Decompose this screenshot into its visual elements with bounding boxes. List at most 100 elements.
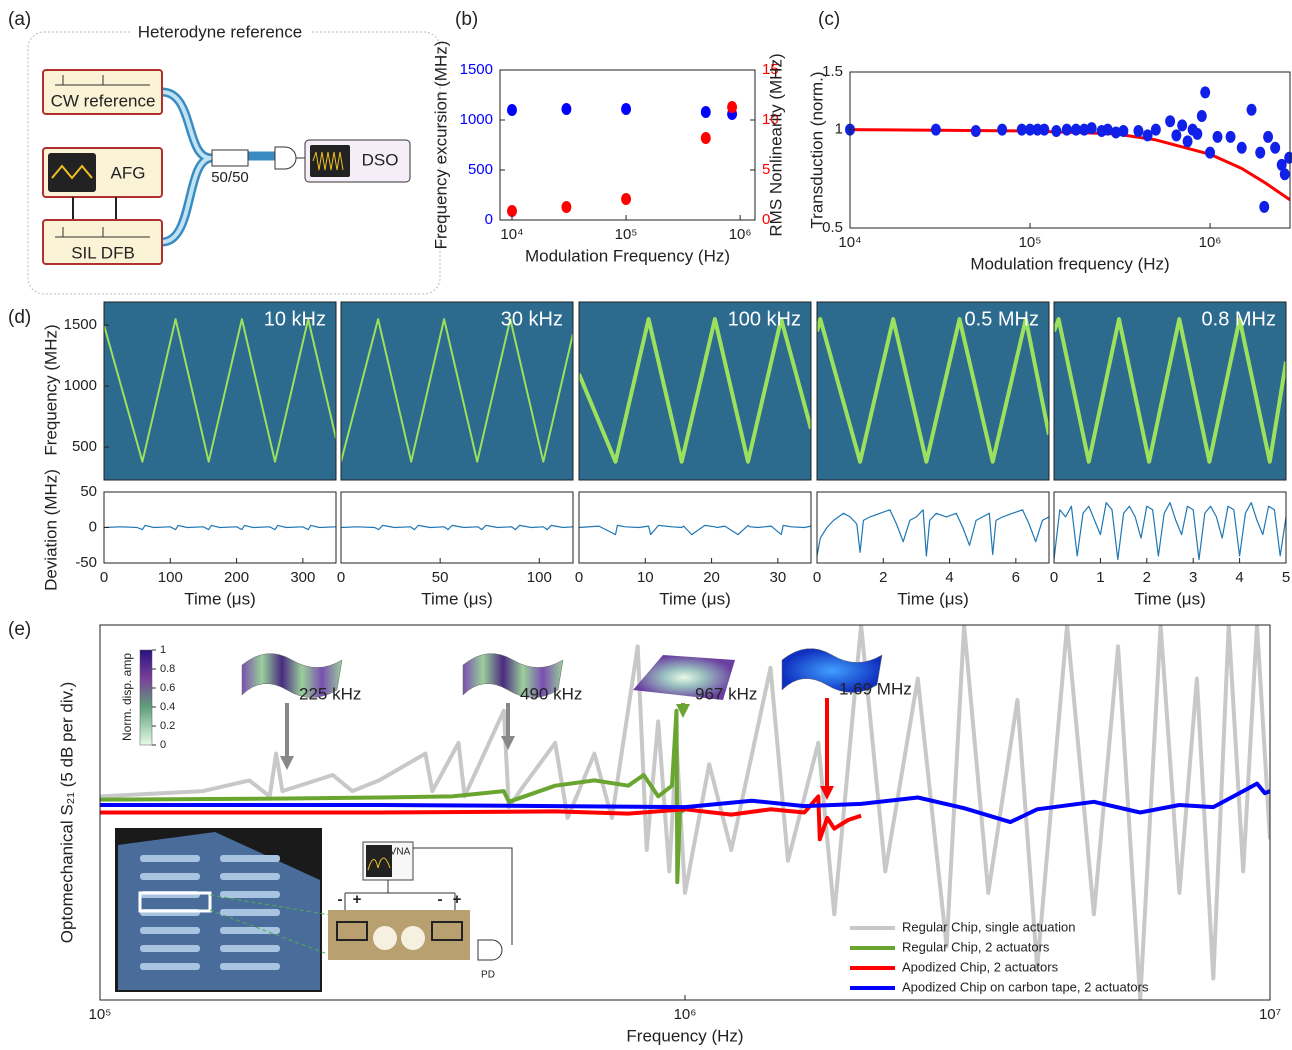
plot-area [1054,503,1286,560]
x-axis-label: Frequency (Hz) [626,1026,743,1045]
plot-area [850,130,1290,200]
y-tick-label: 1000 [460,111,493,128]
point [621,103,631,115]
vna-screen [366,845,392,877]
x-tick-label: 10⁵ [89,1006,112,1023]
y-tick-label: 0 [89,518,97,535]
x-tick-label: 10⁴ [500,226,523,243]
x-tick-label: 10⁵ [1019,234,1042,251]
point [561,201,571,213]
annotation: 0.8 MHz [1202,308,1276,330]
device [220,873,280,880]
x-tick-label: 200 [224,569,249,586]
x-tick-label: 6 [1012,569,1020,586]
device [140,855,200,862]
point [1200,86,1210,98]
detector [275,147,296,169]
x-tick-label: 2 [879,569,887,586]
y-axis-label: Optomechanical S₂₁ (5 dB per div.) [57,682,76,943]
point [1263,131,1273,143]
point [1205,147,1215,159]
x-axis-label: Time (μs) [1134,589,1206,608]
x-tick-label: 1 [1096,569,1104,586]
y-tick-label: 500 [72,438,97,455]
x-tick-label: 10 [637,569,654,586]
colorbar [140,650,152,745]
x-tick-label: 300 [290,569,315,586]
diagram-a: (a) Heterodyne reference CW reference AF… [8,9,440,294]
point [1171,129,1181,141]
chart: 0102030Time (μs) [575,492,811,608]
y-axis-label: Frequency (MHz) [41,324,60,455]
data-line [100,784,1270,823]
inset-label: - [438,891,443,908]
x-tick-label: 0 [100,569,108,586]
y-axis-label: Deviation (MHz) [41,469,60,591]
axes-frame [579,492,811,563]
colorbar-tick-label: 0.8 [160,663,175,675]
point [1237,142,1247,154]
chart: 10 kHz50010001500Frequency (MHz)(d) [8,302,336,480]
x-axis-label: Modulation frequency (Hz) [970,254,1169,273]
plot-area [104,525,336,529]
point [561,103,571,115]
panel-label: (a) [8,9,31,30]
node-label: 50/50 [211,169,249,186]
annotation: 490 kHz [520,684,582,703]
point [507,104,517,116]
point [971,125,981,137]
node-label: CW reference [51,91,156,110]
membrane [373,926,397,950]
legend-label: Apodized Chip on carbon tape, 2 actuator… [902,979,1149,994]
detector [478,940,502,960]
node-label: SIL DFB [71,243,135,262]
point [1247,104,1257,116]
data-line [817,510,1049,556]
point [1051,125,1061,137]
x-tick-label: 100 [158,569,183,586]
panel-label: (d) [8,307,31,328]
arrow-head [501,736,515,750]
point [1039,124,1049,136]
data-line [850,130,1290,200]
device [140,873,200,880]
colorbar-label: Norm. disp. amp [120,653,134,741]
x-tick-label: 20 [703,569,720,586]
y-tick-label: 500 [468,161,493,178]
y-tick-label: -50 [75,554,97,571]
inset-label: + [353,891,362,908]
point [1087,122,1097,134]
diagram-title: Heterodyne reference [138,22,302,41]
chart: 050100Time (μs) [337,492,573,608]
plot-area [579,525,811,534]
inset-label: - [338,891,343,908]
x-tick-label: 10⁷ [1259,1006,1281,1023]
legend-label: Apodized Chip, 2 actuators [902,959,1059,974]
x-tick-label: 2 [1143,569,1151,586]
annotation: 0.5 MHz [965,308,1039,330]
data-line [104,525,336,529]
colorbar-tick-label: 0.6 [160,682,175,694]
y-axis-label: Transduction (norm.) [807,71,826,228]
colorbar-tick-label: 0.4 [160,701,175,713]
y-tick-label: 0 [485,211,493,228]
x-tick-label: 10⁶ [1199,234,1222,251]
x-tick-label: 0 [337,569,345,586]
device [220,855,280,862]
x-tick-label: 10⁶ [674,1006,697,1023]
x-axis-label: Time (μs) [421,589,493,608]
chart: 10⁵ 10⁶ 10⁷ Frequency (Hz) Optomechanical S₂… [8,619,1281,1045]
x-tick-label: 10⁵ [615,226,638,243]
data-line [1054,503,1286,560]
x-tick-label: 0 [1050,569,1058,586]
x-axis-label: Modulation Frequency (Hz) [525,246,730,265]
x-tick-label: 3 [1189,569,1197,586]
annotation: 100 kHz [728,308,801,330]
x-axis-label: Time (μs) [184,589,256,608]
point [727,101,737,113]
chart: 0100200300-50050Time (μs)Deviation (MHz) [41,469,336,608]
point [1151,124,1161,136]
point [1259,201,1269,213]
axes-frame [850,72,1290,228]
device [140,945,200,952]
